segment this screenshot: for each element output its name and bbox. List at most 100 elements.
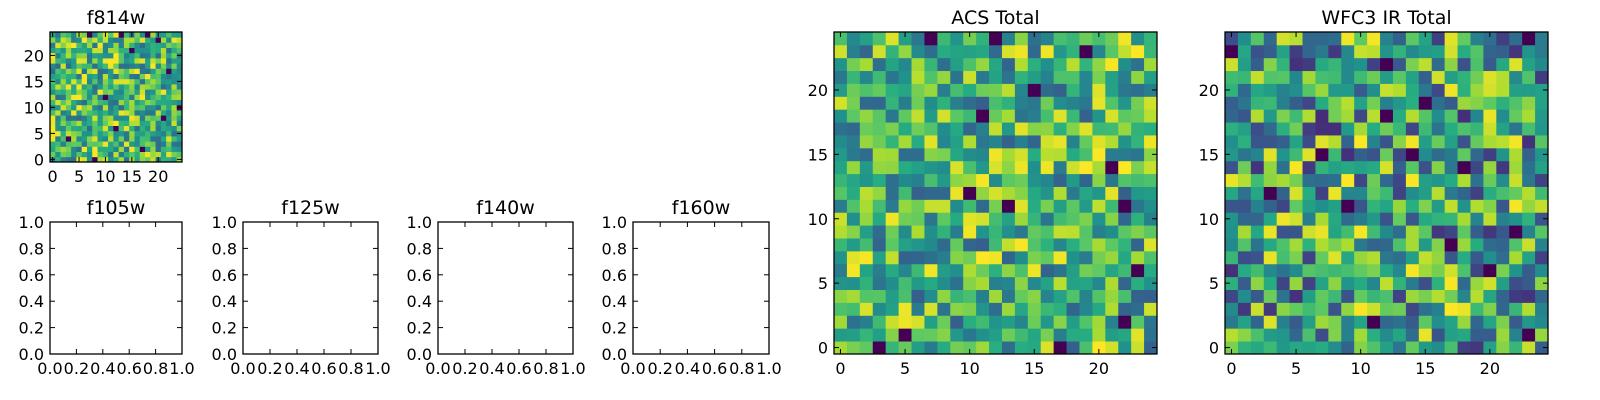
heatmap-cell xyxy=(60,115,67,121)
heatmap-cell xyxy=(113,146,120,152)
heatmap-cell xyxy=(1001,147,1016,162)
heatmap-cell xyxy=(171,58,178,64)
heatmap-cell xyxy=(65,52,72,59)
heatmap-cell xyxy=(1276,250,1290,265)
heatmap-cell xyxy=(1444,109,1458,123)
heatmap-cell xyxy=(1079,122,1093,136)
heatmap-cell xyxy=(834,263,848,278)
heatmap-cell xyxy=(123,47,130,54)
heatmap-cell xyxy=(145,89,151,95)
heatmap-cell xyxy=(1131,289,1145,303)
heatmap-cell xyxy=(1053,173,1067,187)
heatmap-cell xyxy=(129,125,135,132)
heatmap-cell xyxy=(885,199,899,213)
heatmap-cell xyxy=(1027,289,1042,303)
heatmap-cell xyxy=(1535,302,1549,316)
heatmap-cell xyxy=(911,122,925,136)
heatmap-cell xyxy=(1250,263,1265,278)
heatmap-cell xyxy=(1079,147,1093,162)
heatmap-cell xyxy=(963,160,977,175)
heatmap-cell xyxy=(1431,212,1446,226)
heatmap-cell xyxy=(937,276,951,290)
heatmap-cell xyxy=(145,110,151,116)
heatmap-cell xyxy=(1418,225,1433,239)
heatmap-cell xyxy=(1341,238,1355,252)
heatmap-cell xyxy=(898,173,912,187)
heatmap-cell xyxy=(1276,328,1290,342)
heatmap-cell xyxy=(1014,83,1029,97)
heatmap-cell xyxy=(1040,328,1055,342)
heatmap-cell xyxy=(65,78,72,85)
heatmap-cell xyxy=(1328,44,1342,59)
heatmap-cell xyxy=(1225,328,1239,342)
heatmap-cell xyxy=(1405,135,1420,149)
heatmap-cell xyxy=(71,42,77,48)
heatmap-cell xyxy=(1040,96,1055,110)
heatmap-cell xyxy=(1131,173,1145,187)
heatmap-cell xyxy=(1431,83,1446,97)
heatmap-cell xyxy=(1014,238,1029,252)
heatmap-cell xyxy=(1014,57,1029,72)
heatmap-cell xyxy=(1276,109,1290,123)
f125w-xtick-label: 0.6 xyxy=(311,359,336,378)
heatmap-cell xyxy=(1483,238,1497,252)
heatmap-cell xyxy=(1328,276,1342,290)
heatmap-cell xyxy=(86,104,93,111)
heatmap-cell xyxy=(113,120,120,126)
heatmap-cell xyxy=(1522,173,1536,187)
heatmap-cell xyxy=(92,68,98,74)
heatmap-cell xyxy=(1367,341,1381,355)
heatmap-cell xyxy=(86,58,93,64)
heatmap-cell xyxy=(885,341,899,355)
heatmap-cell xyxy=(102,104,109,111)
heatmap-cell xyxy=(166,120,172,126)
heatmap-cell xyxy=(1053,160,1067,175)
heatmap-cell xyxy=(898,186,912,200)
heatmap-cell xyxy=(834,57,848,72)
heatmap-cell xyxy=(118,115,125,121)
heatmap-cell xyxy=(1014,135,1029,149)
heatmap-cell xyxy=(1457,199,1471,213)
heatmap-cell xyxy=(1380,328,1394,342)
heatmap-cell xyxy=(846,328,861,342)
heatmap-cell xyxy=(1001,289,1016,303)
heatmap-cell xyxy=(123,146,130,152)
heatmap-cell xyxy=(885,289,899,303)
heatmap-cell xyxy=(1014,212,1029,226)
heatmap-cell xyxy=(1237,276,1252,290)
heatmap-cell xyxy=(55,78,61,85)
heatmap-cell xyxy=(859,96,874,110)
heatmap-cell xyxy=(937,289,951,303)
heatmap-cell xyxy=(134,115,141,121)
heatmap-cell xyxy=(65,110,72,116)
heatmap-cell xyxy=(1470,225,1484,239)
heatmap-cell xyxy=(108,130,114,137)
heatmap-cell xyxy=(129,110,135,116)
heatmap-cell xyxy=(989,173,1003,187)
heatmap-cell xyxy=(859,44,874,59)
heatmap-cell xyxy=(963,225,977,239)
heatmap-cell xyxy=(1418,32,1433,46)
heatmap-cell xyxy=(1405,225,1420,239)
heatmap-cell xyxy=(171,63,178,69)
heatmap-cell xyxy=(76,94,83,100)
heatmap-cell xyxy=(171,141,178,147)
heatmap-cell xyxy=(113,156,120,163)
heatmap-cell xyxy=(166,104,172,111)
heatmap-cell xyxy=(113,52,120,59)
heatmap-cell xyxy=(834,199,848,213)
heatmap-cell xyxy=(71,110,77,116)
heatmap-cell xyxy=(963,302,977,316)
f160w-xtick-label: 0.6 xyxy=(702,359,727,378)
heatmap-cell xyxy=(976,96,990,110)
heatmap-cell xyxy=(1535,122,1549,136)
heatmap-cell xyxy=(1302,263,1316,278)
heatmap-cell xyxy=(60,125,67,132)
f160w-xtick-label: 0.4 xyxy=(675,359,700,378)
heatmap-cell xyxy=(1457,44,1471,59)
heatmap-cell xyxy=(1105,263,1119,278)
heatmap-cell xyxy=(1263,173,1278,187)
heatmap-cell xyxy=(1380,70,1394,84)
heatmap-cell xyxy=(1040,276,1055,290)
heatmap-cell xyxy=(166,136,172,142)
